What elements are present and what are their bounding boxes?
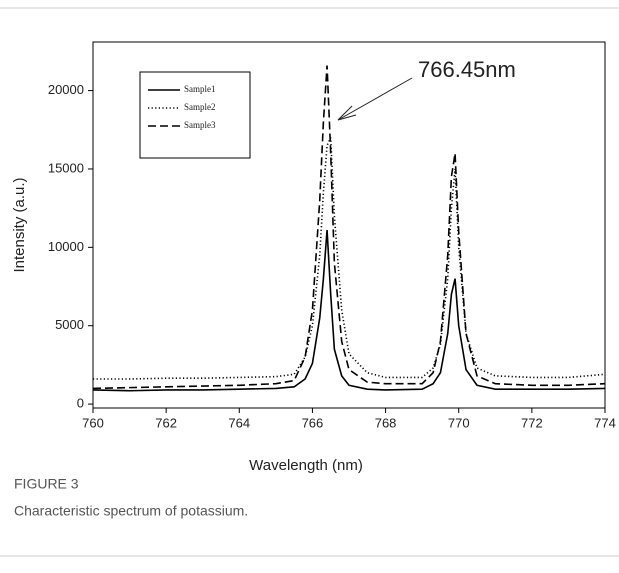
- legend-label: Sample2: [184, 102, 216, 112]
- series-line: [92, 230, 606, 392]
- y-tick-label: 20000: [48, 82, 84, 97]
- y-tick-label: 10000: [48, 239, 84, 254]
- y-tick-label: 15000: [48, 160, 84, 175]
- annotation: 766.45nm: [418, 57, 516, 82]
- x-tick-label: 774: [594, 415, 616, 430]
- legend-label: Sample3: [184, 120, 216, 130]
- series-line: [93, 137, 606, 380]
- x-tick-label: 766: [302, 415, 324, 430]
- y-tick-label: 5000: [55, 317, 84, 332]
- y-tick-label: 0: [77, 396, 84, 411]
- figure-label: FIGURE 3: [14, 476, 79, 492]
- x-tick-label: 772: [521, 415, 543, 430]
- series-line: [92, 65, 606, 390]
- x-tick-label: 770: [448, 415, 470, 430]
- x-axis-label: Wavelength (nm): [249, 457, 363, 474]
- legend-label: Sample1: [184, 84, 216, 94]
- y-axis-label: Intensity (a.u.): [11, 177, 28, 272]
- x-tick-label: 768: [375, 415, 397, 430]
- legend-box: [139, 71, 251, 159]
- plot-frame: [92, 41, 606, 409]
- arrow-head: [337, 105, 357, 121]
- x-tick-label: 762: [155, 415, 177, 430]
- x-tick-label: 760: [82, 415, 104, 430]
- x-tick-label: 764: [228, 415, 250, 430]
- caption: Characteristic spectrum of potassium.: [14, 503, 248, 519]
- annotation-arrow: [337, 77, 413, 121]
